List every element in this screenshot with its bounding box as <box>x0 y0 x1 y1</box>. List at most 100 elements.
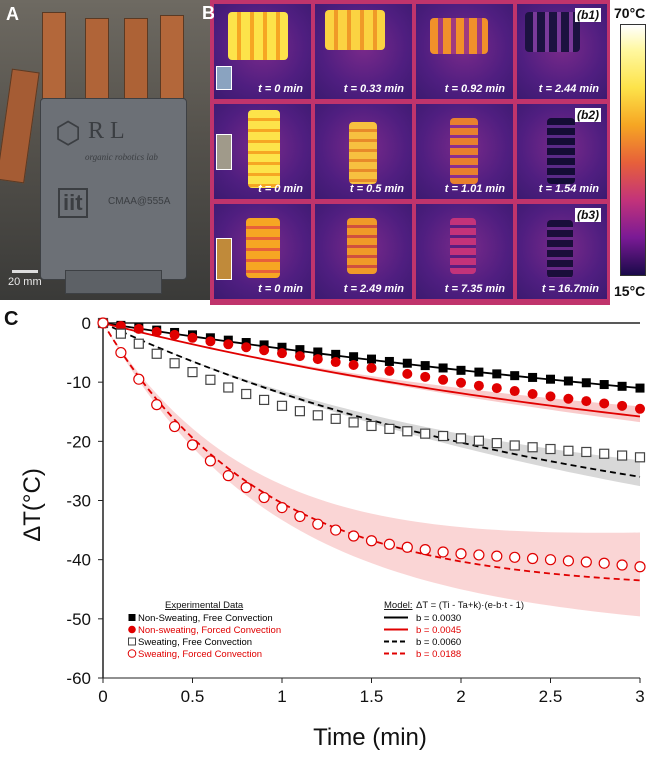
data-point-square-open <box>420 428 431 439</box>
row-label: (b3) <box>575 208 601 222</box>
data-point-square-open <box>616 450 628 461</box>
data-point-circle-open <box>419 544 431 556</box>
data-point-circle-open <box>562 555 575 567</box>
model-line <box>102 322 641 418</box>
data-point-circle-open <box>491 550 503 562</box>
photo-panel: A R L ⬡ organic robotics lab iit CMAA@55… <box>0 0 210 300</box>
y-tick-label: -50 <box>66 610 91 629</box>
data-point-square-filled <box>277 342 287 352</box>
logo-subtext: organic robotics lab <box>85 152 158 162</box>
data-point-circle-filled <box>599 398 610 409</box>
hot-region <box>450 118 478 184</box>
data-point-circle-open <box>222 470 234 482</box>
confidence-bands <box>103 323 640 617</box>
thermal-cell: t = 7.35 min <box>416 204 513 299</box>
data-point-circle-filled <box>456 377 466 388</box>
data-point-circle-filled <box>259 345 270 356</box>
x-tick-label: 3 <box>635 687 644 706</box>
data-point-circle-open <box>401 541 413 553</box>
data-point-circle-filled <box>151 326 162 337</box>
time-label: t = 7.35 min <box>444 283 505 295</box>
legend-marker <box>128 637 136 646</box>
data-point-circle-filled <box>169 329 180 340</box>
plate-text: CMAA@555A <box>108 196 171 207</box>
data-point-circle-filled <box>473 380 484 391</box>
finger <box>85 18 109 108</box>
brand-text: iit <box>58 188 88 218</box>
data-point-circle-open <box>97 317 109 329</box>
data-point-circle-filled <box>187 332 198 343</box>
x-tick-label: 0.5 <box>181 687 205 706</box>
legend-entries: Non-Sweating, Free Convection b = 0.0030 N… <box>127 613 461 660</box>
data-point-circle-open <box>330 524 342 536</box>
data-point-circle-open <box>383 538 395 550</box>
cooling-chart: 0 0.5 1 1.5 2 2.5 3 0 -10 -20 -30 -40 -50 -60 Time (m… <box>19 314 646 751</box>
data-point-circle-open <box>526 552 539 565</box>
time-label: t = 16.7min <box>541 283 599 295</box>
tick-labels: 0 0.5 1 1.5 2 2.5 3 0 -10 -20 -30 -40 -50 -60 <box>66 314 644 706</box>
x-tick-label: 1 <box>277 687 286 706</box>
time-label: t = 1.54 min <box>538 183 599 195</box>
data-point-square-open <box>455 433 467 444</box>
data-point-circle-filled <box>294 351 305 362</box>
data-point-square-filled <box>259 340 269 350</box>
legend-model-value: b = 0.0060 <box>416 637 461 648</box>
legend-model-value: b = 0.0030 <box>416 613 461 624</box>
legend-label: Sweating, Free Convection <box>138 637 252 648</box>
data-point-square-filled <box>313 347 323 357</box>
thermal-cell: t = 2.49 min <box>315 204 412 299</box>
confidence-band <box>103 323 640 423</box>
data-point-square-open <box>241 388 252 400</box>
hot-region <box>450 218 476 274</box>
row-label: (b2) <box>575 108 601 122</box>
data-point-square-filled <box>349 352 359 362</box>
data-point-square-filled <box>384 356 394 366</box>
data-point-square-open <box>187 367 198 378</box>
data-point-circle-filled <box>420 371 431 382</box>
data-point-circle-open <box>294 510 306 523</box>
data-point-circle-open <box>634 561 646 573</box>
data-point-circle-open <box>365 535 378 547</box>
legend-model-equation: ΔT = (Ti - Ta+k)·(e-b·t - 1) <box>416 600 524 611</box>
data-point-circle-filled <box>384 365 395 376</box>
data-point-circle-filled <box>563 393 574 404</box>
hot-region <box>246 218 280 278</box>
data-point-circle-filled <box>509 386 520 397</box>
thermal-cell: t = 0 min <box>214 4 311 99</box>
confidence-band <box>103 323 640 487</box>
data-point-square-filled <box>331 349 341 359</box>
data-point-square-open <box>509 440 520 451</box>
data-point-square-open <box>402 426 413 437</box>
data-point-circle-filled <box>545 391 556 402</box>
thermal-panel: B t = 0 min t = 0.33 min t = 0.92 min (b… <box>202 0 655 305</box>
thermal-cell: t = 0 min <box>214 104 311 199</box>
data-point-circle-filled <box>330 357 341 368</box>
data-point-square-open <box>599 448 610 459</box>
data-point-square-filled <box>295 345 305 355</box>
thermal-cell: (b2) t = 1.54 min <box>517 104 607 199</box>
time-label: t = 0 min <box>258 283 303 295</box>
data-point-square-filled <box>581 378 591 388</box>
time-label: t = 2.44 min <box>538 83 599 95</box>
data-point-circle-filled <box>402 368 413 379</box>
data-point-circle-open <box>204 455 216 467</box>
legend-marker <box>127 649 137 658</box>
time-label: t = 0.33 min <box>343 83 404 95</box>
data-point-circle-open <box>151 399 163 411</box>
panel-letter-c: C <box>4 308 19 330</box>
confidence-band <box>103 323 640 617</box>
data-point-square-filled <box>617 381 627 391</box>
row-label: (b1) <box>575 8 601 22</box>
data-point-square-filled <box>420 361 430 371</box>
hot-region <box>325 10 385 50</box>
y-tick-label: -20 <box>66 432 91 451</box>
cold-region <box>547 118 575 184</box>
data-point-square-filled <box>528 372 538 382</box>
data-point-circle-filled <box>527 389 538 399</box>
data-point-square-filled <box>456 365 466 375</box>
legend-model-title: Model: <box>384 600 413 611</box>
colorbar <box>620 24 646 276</box>
data-point-square-open <box>348 417 359 428</box>
data-point-square-filled <box>599 380 609 390</box>
